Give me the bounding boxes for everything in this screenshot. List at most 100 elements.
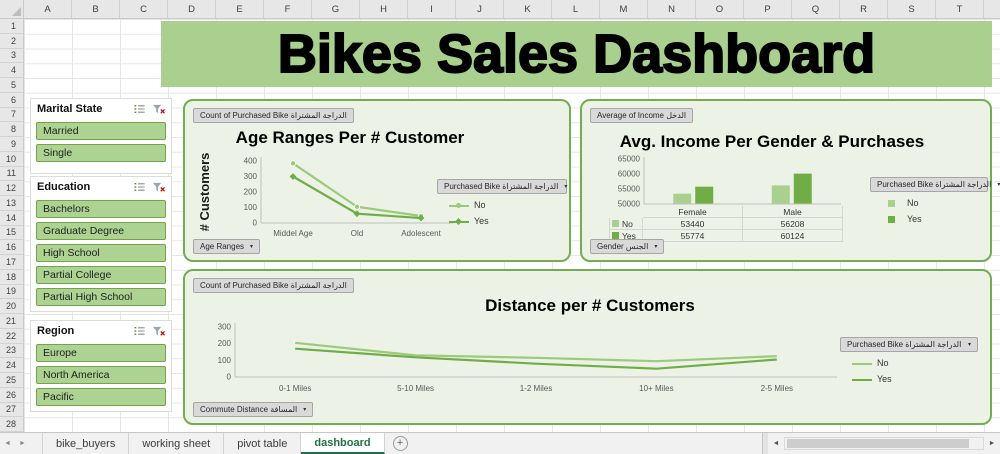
column-header-E[interactable]: E: [216, 0, 264, 18]
column-header-N[interactable]: N: [648, 0, 696, 18]
multiselect-icon[interactable]: [132, 325, 147, 337]
column-header-S[interactable]: S: [888, 0, 936, 18]
sheet-nav-left-icon[interactable]: ◄: [4, 440, 11, 447]
row-header-28[interactable]: 28: [0, 417, 23, 432]
row-header-10[interactable]: 10: [0, 152, 23, 167]
row-header-11[interactable]: 11: [0, 167, 23, 182]
axis-field-button[interactable]: Age Ranges ▾: [193, 239, 261, 254]
slicer-item-married[interactable]: Married: [36, 122, 166, 140]
slicer-item-bachelors[interactable]: Bachelors: [36, 200, 166, 218]
column-header-R[interactable]: R: [840, 0, 888, 18]
column-header-I[interactable]: I: [408, 0, 456, 18]
sheet-tab-bar: ◄ ► bike_buyers working sheet pivot table d…: [0, 432, 1000, 454]
multiselect-icon[interactable]: [132, 181, 147, 193]
legend-filter-button[interactable]: Purchased Bike الدراجة المشتراة ▾: [437, 179, 567, 194]
sheet-tab-bike_buyers[interactable]: bike_buyers: [42, 433, 130, 454]
sheet-tab-pivot-table[interactable]: pivot table: [224, 433, 302, 454]
slicer-item-graduate-degree[interactable]: Graduate Degree: [36, 222, 166, 240]
row-header-5[interactable]: 5: [0, 78, 23, 93]
row-header-22[interactable]: 22: [0, 329, 23, 344]
column-header-C[interactable]: C: [120, 0, 168, 18]
row-header-1[interactable]: 1: [0, 19, 23, 34]
column-header-Q[interactable]: Q: [792, 0, 840, 18]
slicer-item-pacific[interactable]: Pacific: [36, 388, 166, 406]
slicer-item-europe[interactable]: Europe: [36, 344, 166, 362]
row-header-26[interactable]: 26: [0, 388, 23, 403]
row-header-17[interactable]: 17: [0, 255, 23, 270]
row-header-13[interactable]: 13: [0, 196, 23, 211]
column-header-D[interactable]: D: [168, 0, 216, 18]
row-header-16[interactable]: 16: [0, 240, 23, 255]
axis-field-button[interactable]: Gender الجنس ▾: [590, 239, 665, 254]
hscroll-thumb[interactable]: [787, 439, 969, 448]
column-header-K[interactable]: K: [504, 0, 552, 18]
row-header-7[interactable]: 7: [0, 108, 23, 123]
slicer-title: Region: [37, 325, 75, 337]
column-header-L[interactable]: L: [552, 0, 600, 18]
row-header-12[interactable]: 12: [0, 181, 23, 196]
slicer-item-partial-college[interactable]: Partial College: [36, 266, 166, 284]
column-header-H[interactable]: H: [360, 0, 408, 18]
column-header-P[interactable]: P: [744, 0, 792, 18]
row-header-25[interactable]: 25: [0, 373, 23, 388]
sheet-nav-right-icon[interactable]: ►: [19, 440, 26, 447]
slicer-item-single[interactable]: Single: [36, 144, 166, 162]
slicer-title: Marital State: [37, 103, 103, 115]
row-header-19[interactable]: 19: [0, 285, 23, 300]
row-header-4[interactable]: 4: [0, 63, 23, 78]
multiselect-icon[interactable]: [132, 103, 147, 115]
row-header-14[interactable]: 14: [0, 211, 23, 226]
legend-swatch-no: [852, 359, 872, 368]
svg-text:Old: Old: [351, 229, 363, 238]
slicer-item-high-school[interactable]: High School: [36, 244, 166, 262]
row-header-6[interactable]: 6: [0, 93, 23, 108]
column-header-J[interactable]: J: [456, 0, 504, 18]
row-header-18[interactable]: 18: [0, 270, 23, 285]
column-header-A[interactable]: A: [24, 0, 72, 18]
row-header-2[interactable]: 2: [0, 34, 23, 49]
hscroll-left-arrow-icon[interactable]: ◄: [772, 440, 780, 447]
row-header-15[interactable]: 15: [0, 226, 23, 241]
column-header-F[interactable]: F: [264, 0, 312, 18]
sheet-tab-working-sheet[interactable]: working sheet: [129, 433, 225, 454]
legend-filter-button[interactable]: Purchased Bike الدراجة المشتراة ▾: [870, 177, 1000, 192]
svg-text:400: 400: [244, 157, 258, 166]
legend-button-label: Purchased Bike الدراجة المشتراة: [847, 340, 962, 349]
row-header-20[interactable]: 20: [0, 299, 23, 314]
row-header-8[interactable]: 8: [0, 122, 23, 137]
select-all-corner[interactable]: [0, 0, 24, 19]
pivot-field-button[interactable]: Average of Income الدخل: [590, 108, 694, 123]
hscroll-right-arrow-icon[interactable]: ►: [988, 440, 996, 447]
slicer-item-partial-high-school[interactable]: Partial High School: [36, 288, 166, 306]
clear-filter-icon[interactable]: [151, 103, 166, 115]
chart-plot-area[interactable]: 65000 60000 55000 50000: [596, 153, 846, 209]
row-header-23[interactable]: 23: [0, 344, 23, 359]
clear-filter-icon[interactable]: [151, 181, 166, 193]
pivot-field-button[interactable]: Count of Purchased Bike الدراجة المشتراة: [193, 278, 354, 293]
chart-plot-area[interactable]: 300 200 100 0 0-1 Miles 5-10 Miles 1-2 Miles 10…: [205, 319, 850, 397]
column-header-M[interactable]: M: [600, 0, 648, 18]
row-header-21[interactable]: 21: [0, 314, 23, 329]
clear-filter-icon[interactable]: [151, 325, 166, 337]
column-header-O[interactable]: O: [696, 0, 744, 18]
row-header-24[interactable]: 24: [0, 358, 23, 373]
row-header-9[interactable]: 9: [0, 137, 23, 152]
chart-title: Distance per # Customers: [485, 296, 695, 315]
tab-splitter-handle[interactable]: [762, 433, 768, 454]
legend-swatch-yes: [852, 375, 872, 384]
row-header-3[interactable]: 3: [0, 49, 23, 64]
sheet-tab-dashboard[interactable]: dashboard: [301, 433, 385, 454]
slicer-item-north-america[interactable]: North America: [36, 366, 166, 384]
column-header-B[interactable]: B: [72, 0, 120, 18]
chart-plot-area[interactable]: 400 300 200 100 0 Middel Age Old Adolescent: [225, 151, 460, 251]
row-header-27[interactable]: 27: [0, 403, 23, 418]
pivot-field-button[interactable]: Count of Purchased Bike الدراجة المشتراة: [193, 108, 354, 123]
horizontal-scrollbar[interactable]: [784, 437, 984, 450]
slicer-items: Married Single: [31, 118, 171, 162]
column-header-G[interactable]: G: [312, 0, 360, 18]
legend-entry-yes: Yes: [449, 216, 567, 226]
new-sheet-button[interactable]: +: [392, 436, 408, 451]
legend-filter-button[interactable]: Purchased Bike الدراجة المشتراة ▾: [840, 337, 978, 352]
column-header-T[interactable]: T: [936, 0, 984, 18]
axis-field-button[interactable]: Commute Distance المسافة ▾: [193, 402, 314, 417]
